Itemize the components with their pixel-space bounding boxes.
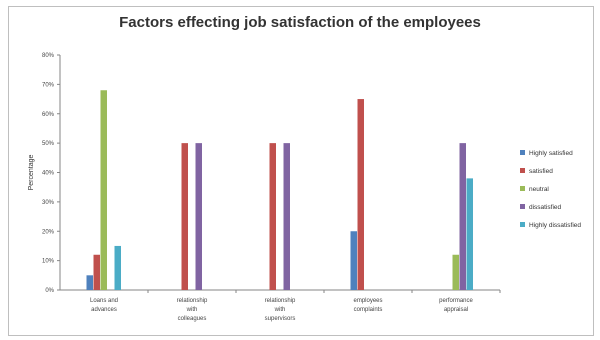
legend-swatch: [520, 204, 525, 209]
legend-swatch: [520, 222, 525, 227]
y-tick-label: 30%: [42, 200, 55, 206]
legend-label: Highly dissatisfied: [529, 222, 581, 229]
legend-swatch: [520, 150, 525, 155]
y-tick-label: 10%: [42, 259, 55, 265]
y-tick-label: 70%: [42, 82, 55, 88]
bar: [86, 275, 93, 290]
bar: [114, 245, 121, 290]
y-tick-label: 60%: [42, 112, 55, 118]
legend-label: Highly satisfied: [529, 150, 573, 157]
bar: [452, 254, 459, 290]
legend-label: satisfied: [529, 168, 553, 175]
bar: [357, 99, 364, 290]
legend-swatch: [520, 186, 525, 191]
bar: [459, 143, 466, 290]
y-tick-label: 0%: [45, 288, 54, 294]
bar: [466, 178, 473, 290]
bar: [269, 143, 276, 290]
bar: [283, 143, 290, 290]
x-category-label: Loans and advances: [90, 298, 118, 313]
legend-label: dissatisfied: [529, 204, 562, 211]
chart-title: Factors effecting job satisfaction of th…: [119, 14, 481, 31]
legend-label: neutral: [529, 186, 549, 193]
x-category-label: employees complaints: [353, 298, 382, 313]
y-tick-label: 20%: [42, 229, 55, 235]
bar: [350, 231, 357, 290]
x-category-label: performance appraisal: [439, 298, 473, 313]
y-axis-label: Percentage: [28, 154, 35, 190]
y-tick-label: 50%: [42, 141, 55, 147]
x-category-label: relationship with supervisors: [265, 298, 296, 322]
bar: [195, 143, 202, 290]
bar: [93, 254, 100, 290]
legend-swatch: [520, 168, 525, 173]
bar: [181, 143, 188, 290]
y-tick-label: 40%: [42, 171, 55, 177]
y-tick-label: 80%: [42, 53, 55, 59]
bar: [100, 90, 107, 290]
x-category-label: relationship with colleagues: [177, 298, 208, 322]
